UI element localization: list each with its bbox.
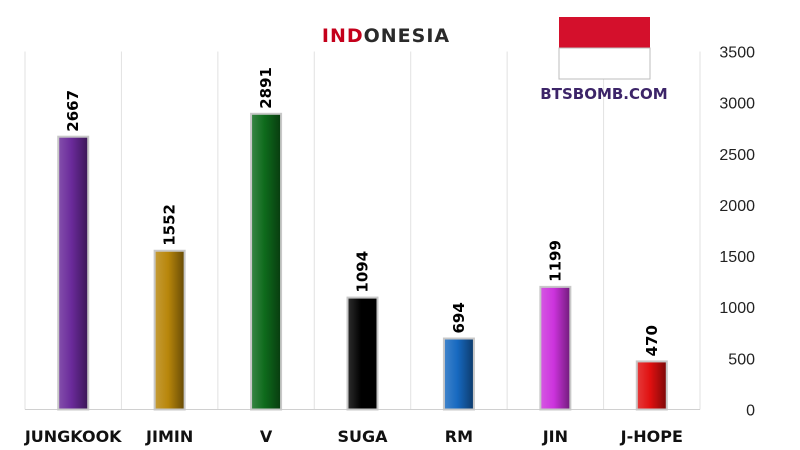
y-tick-label: 1500	[719, 249, 755, 266]
bar-j-hope	[635, 360, 668, 411]
site-watermark: BTSBOMB.COM	[540, 85, 667, 103]
data-label: 1094	[354, 251, 372, 293]
y-tick-label: 0	[746, 403, 755, 420]
data-label: 1552	[161, 204, 179, 246]
y-tick-label: 2500	[719, 147, 755, 164]
data-labels: 2667 1552 2891 1094 694 1199 470	[64, 67, 661, 356]
x-tick-label: JIN	[542, 427, 568, 446]
y-tick-label: 2000	[719, 198, 755, 215]
y-tick-label: 3500	[719, 45, 755, 62]
data-label: 470	[643, 325, 661, 356]
x-tick-label: RM	[445, 427, 473, 446]
x-tick-label: SUGA	[337, 427, 388, 446]
bar-v	[250, 112, 283, 411]
bar-jungkook	[57, 135, 90, 411]
chart-title-highlight: IND	[322, 25, 364, 47]
x-tick-label: V	[260, 427, 273, 446]
bars	[57, 112, 668, 411]
data-label: 694	[450, 302, 468, 333]
y-axis: 0 500 1000 1500 2000 2500 3000 3500	[719, 45, 755, 420]
x-tick-label: J-HOPE	[620, 427, 683, 446]
x-tick-label: JIMIN	[145, 427, 193, 446]
flag-red-band	[559, 17, 650, 48]
data-label: 2891	[257, 67, 275, 109]
y-tick-label: 1000	[719, 300, 755, 317]
flag-white-band	[558, 47, 651, 80]
bar-rm	[442, 337, 475, 411]
chart-title-rest: ONESIA	[364, 25, 451, 47]
data-label: 1199	[546, 240, 564, 282]
x-axis: JUNGKOOK JIMIN V SUGA RM JIN J-HOPE	[24, 427, 683, 446]
indonesia-flag	[558, 17, 651, 80]
y-tick-label: 500	[728, 351, 755, 368]
x-tick-label: JUNGKOOK	[24, 427, 122, 446]
bar-jin	[539, 285, 572, 411]
chart-title: INDONESIA	[322, 25, 450, 47]
bar-suga	[346, 296, 379, 411]
data-label: 2667	[64, 90, 82, 132]
bar-jimin	[153, 249, 186, 411]
y-tick-label: 3000	[719, 96, 755, 113]
